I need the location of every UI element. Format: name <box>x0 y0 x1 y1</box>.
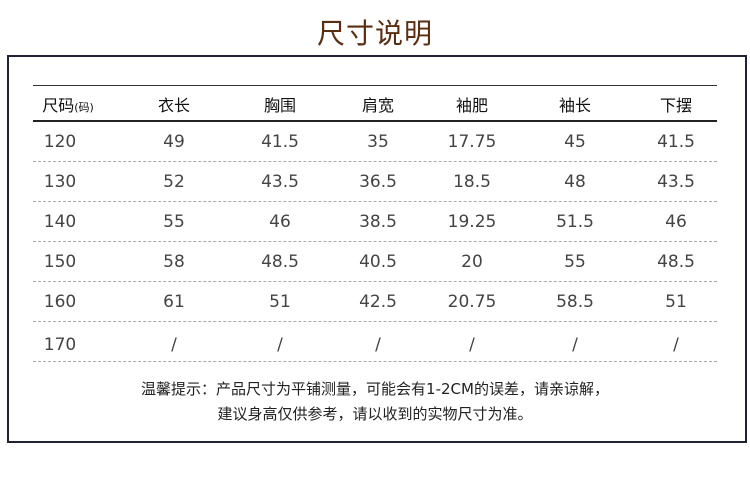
table-cell: 160 <box>43 292 77 312</box>
row-separator <box>33 281 717 282</box>
table-cell: 48 <box>564 172 586 192</box>
note-line: 建议身高仅供参考，请以收到的实物尺寸为准。 <box>217 405 533 423</box>
header-cell: 胸围 <box>263 96 297 115</box>
header-cell: 袖长 <box>558 96 592 115</box>
table-cell: / <box>375 335 381 355</box>
table-cell: 58.5 <box>556 292 594 312</box>
table-frame <box>7 55 747 443</box>
note-line: 温馨提示：产品尺寸为平铺测量，可能会有1-2CM的误差，请亲谅解， <box>141 380 609 398</box>
table-cell: 18.5 <box>453 172 491 192</box>
table-cell: 46 <box>269 212 291 232</box>
table-cell: / <box>673 335 679 355</box>
table-cell: 48.5 <box>657 252 695 272</box>
table-cell: 58 <box>163 252 185 272</box>
table-cell: 43.5 <box>261 172 299 192</box>
table-cell: 52 <box>163 172 185 192</box>
header-cell: 下摆 <box>659 96 693 115</box>
table-cell: 40.5 <box>359 252 397 272</box>
header-cell: 肩宽 <box>361 96 395 115</box>
row-separator <box>33 361 717 362</box>
table-cell: 41.5 <box>261 132 299 152</box>
table-cell: 20 <box>461 252 483 272</box>
row-separator <box>33 161 717 162</box>
table-cell: 51 <box>665 292 687 312</box>
table-cell: 17.75 <box>447 132 497 152</box>
row-separator <box>33 321 717 322</box>
table-cell: 49 <box>163 132 185 152</box>
header-main: 尺码 <box>42 96 75 115</box>
table-cell: / <box>572 335 578 355</box>
table-cell: 45 <box>564 132 586 152</box>
table-cell: 48.5 <box>261 252 299 272</box>
header-cell: 尺码(码) <box>42 92 94 116</box>
table-cell: 51.5 <box>556 212 594 232</box>
header-bottom-rule <box>33 120 717 122</box>
table-cell: 20.75 <box>447 292 497 312</box>
table-cell: 51 <box>269 292 291 312</box>
table-cell: 140 <box>43 212 77 232</box>
row-separator <box>33 201 717 202</box>
header-top-rule <box>33 85 717 86</box>
table-cell: 41.5 <box>657 132 695 152</box>
header-cell: 衣长 <box>157 96 191 115</box>
table-cell: 19.25 <box>447 212 497 232</box>
table-cell: 120 <box>43 132 77 152</box>
table-cell: 130 <box>43 172 77 192</box>
table-cell: 55 <box>163 212 185 232</box>
row-separator <box>33 241 717 242</box>
table-cell: / <box>171 335 177 355</box>
table-cell: / <box>277 335 283 355</box>
table-cell: 38.5 <box>359 212 397 232</box>
table-cell: 170 <box>43 335 77 355</box>
header-cell: 袖肥 <box>455 96 489 115</box>
table-cell: 42.5 <box>359 292 397 312</box>
table-cell: 61 <box>163 292 185 312</box>
table-cell: 150 <box>43 252 77 272</box>
table-cell: 35 <box>367 132 389 152</box>
table-cell: / <box>469 335 475 355</box>
header-sub: (码) <box>74 101 94 114</box>
table-cell: 43.5 <box>657 172 695 192</box>
table-cell: 55 <box>564 252 586 272</box>
title: 尺寸说明 <box>316 17 433 50</box>
table-cell: 36.5 <box>359 172 397 192</box>
table-cell: 46 <box>665 212 687 232</box>
